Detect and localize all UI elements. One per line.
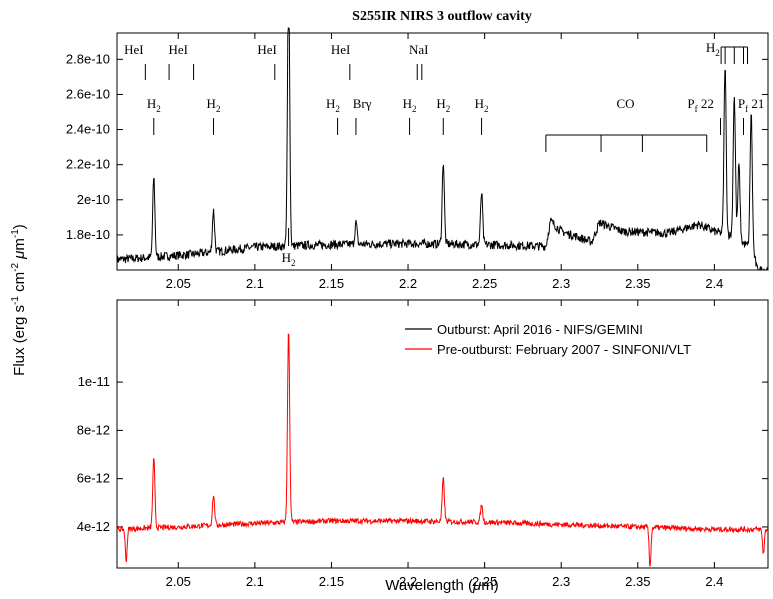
x-tick-label: 2.35: [625, 574, 650, 589]
x-tick-label: 2.1: [246, 276, 264, 291]
y-tick-label: 2e-10: [77, 192, 110, 207]
x-tick-label: 2.3: [552, 276, 570, 291]
top-panel: S255IR NIRS 3 outflow cavity 1.8e-10 2e-1…: [66, 9, 769, 291]
annotation-label: H2: [207, 96, 221, 114]
chart-title: S255IR NIRS 3 outflow cavity: [352, 9, 532, 24]
x-axis-label: Wavelength (μm): [385, 577, 499, 594]
annotation-co: CO: [617, 96, 635, 111]
y-tick-label: 1.8e-10: [66, 227, 110, 242]
legend-label-pre-outburst: Pre-outburst: February 2007 - SINFONI/VL…: [437, 342, 691, 357]
x-tick-label: 2.05: [166, 276, 191, 291]
annotation-h2: H2: [706, 40, 720, 58]
x-tick-label: 2.4: [705, 276, 723, 291]
line-annotations: HeI HeI HeI HeI NaI H2 H2 H2 Brγ H2 H2 H2 CO Pf 22 Pf …: [124, 40, 764, 268]
annotation-h2: H2: [282, 250, 296, 268]
annotation-label: H2: [403, 96, 417, 114]
annotation-label: H2: [436, 96, 450, 114]
x-tick-label: 2.3: [552, 574, 570, 589]
annotation-label: H2: [475, 96, 489, 114]
x-tick-label: 2.2: [399, 574, 417, 589]
annotation-label: HeI: [257, 42, 277, 57]
annotation-label: NaI: [409, 42, 429, 57]
bottom-x-axis: 2.05 2.1 2.15 2.2 2.25 2.3 2.35 2.4: [166, 300, 723, 589]
annotation-label: Pf 21: [738, 96, 764, 114]
y-tick-label: 8e-12: [77, 422, 110, 437]
x-tick-label: 2.35: [625, 276, 650, 291]
annotation-label: Brγ: [353, 96, 372, 111]
pre-outburst-spectrum-line: [116, 333, 769, 567]
y-axis-label: Flux (erg s-1 cm-2 μm-1): [10, 224, 28, 376]
x-tick-label: 2.2: [399, 276, 417, 291]
y-tick-label: 2.4e-10: [66, 122, 110, 137]
x-tick-label: 2.05: [166, 574, 191, 589]
top-x-axis: 2.05 2.1 2.15 2.2 2.25 2.3 2.35 2.4: [166, 33, 723, 291]
outburst-spectrum-line: [116, 27, 768, 271]
annotation-label: HeI: [124, 42, 144, 57]
x-tick-label: 2.15: [319, 574, 344, 589]
x-tick-label: 2.25: [472, 574, 497, 589]
top-plot-frame: [116, 32, 769, 271]
y-tick-label: 2.8e-10: [66, 51, 110, 66]
y-tick-label: 2.6e-10: [66, 86, 110, 101]
annotation-label: HeI: [169, 42, 189, 57]
y-tick-label: 4e-12: [77, 519, 110, 534]
annotation-label: H2: [147, 96, 161, 114]
bottom-y-axis: 4e-12 6e-12 8e-12 1e-11: [77, 374, 768, 534]
y-tick-label: 2.2e-10: [66, 157, 110, 172]
x-tick-label: 2.4: [705, 574, 723, 589]
x-tick-label: 2.1: [246, 574, 264, 589]
top-y-axis: 1.8e-10 2e-10 2.2e-10 2.4e-10 2.6e-10 2.8e-10: [66, 51, 768, 242]
y-tick-label: 6e-12: [77, 471, 110, 486]
x-tick-label: 2.15: [319, 276, 344, 291]
bottom-plot-frame: [116, 299, 769, 569]
x-tick-label: 2.25: [472, 276, 497, 291]
annotation-label: Pf 22: [687, 96, 713, 114]
legend-label-outburst: Outburst: April 2016 - NIFS/GEMINI: [437, 322, 643, 337]
y-tick-label: 1e-11: [78, 374, 110, 389]
legend: Outburst: April 2016 - NIFS/GEMINI Pre-o…: [405, 322, 691, 357]
annotation-label: H2: [326, 96, 340, 114]
annotation-label: HeI: [331, 42, 351, 57]
